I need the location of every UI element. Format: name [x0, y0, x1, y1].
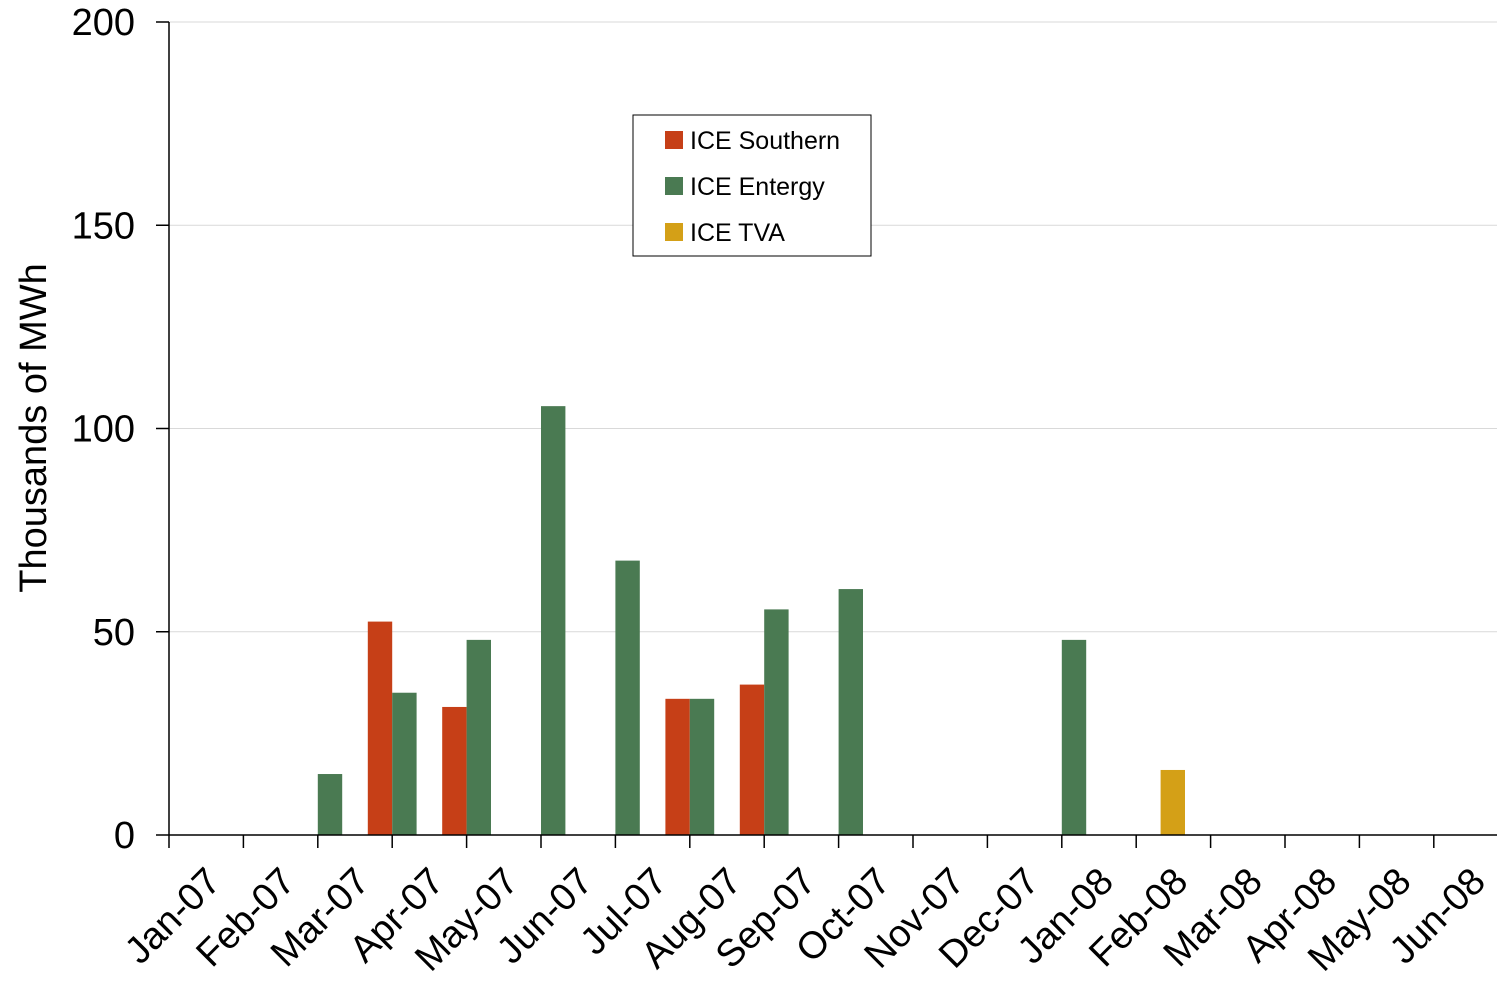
y-ticks: 0 50 100 150 200	[72, 2, 169, 857]
bar-ice-entergy	[317, 774, 343, 835]
y-tick-label: 150	[72, 205, 135, 247]
bars	[317, 406, 1185, 835]
bar-ice-entergy	[838, 589, 863, 835]
legend-swatch	[665, 223, 683, 241]
bar-ice-entergy	[764, 609, 789, 835]
bar-ice-entergy	[615, 560, 640, 835]
bar-ice-southern	[442, 706, 467, 835]
y-tick-label: 0	[114, 815, 135, 857]
bar-ice-entergy	[392, 692, 417, 835]
y-tick-label: 100	[72, 409, 135, 451]
legend-swatch	[665, 131, 683, 149]
legend-label: ICE Entergy	[690, 173, 825, 201]
bar-ice-tva	[1160, 769, 1185, 835]
bar-ice-southern	[367, 621, 393, 835]
y-tick-label: 200	[72, 2, 135, 44]
legend-label: ICE TVA	[690, 219, 785, 247]
bar-ice-entergy	[541, 406, 566, 835]
bar-ice-entergy	[466, 639, 491, 835]
y-axis-title: Thousands of MWh	[13, 263, 55, 592]
x-ticks: Jan-07Feb-07Mar-07Apr-07May-07Jun-07Jul-…	[117, 835, 1494, 980]
legend-swatch	[665, 177, 683, 195]
legend-label: ICE Southern	[690, 127, 840, 155]
y-tick-label: 50	[93, 612, 135, 654]
bar-ice-southern	[665, 698, 690, 835]
legend: ICE Southern ICE Entergy ICE TVA	[632, 114, 872, 257]
bar-ice-southern	[739, 684, 765, 835]
bar-ice-entergy	[689, 698, 715, 835]
bar-ice-entergy	[1061, 639, 1087, 835]
gridlines	[169, 21, 1497, 633]
